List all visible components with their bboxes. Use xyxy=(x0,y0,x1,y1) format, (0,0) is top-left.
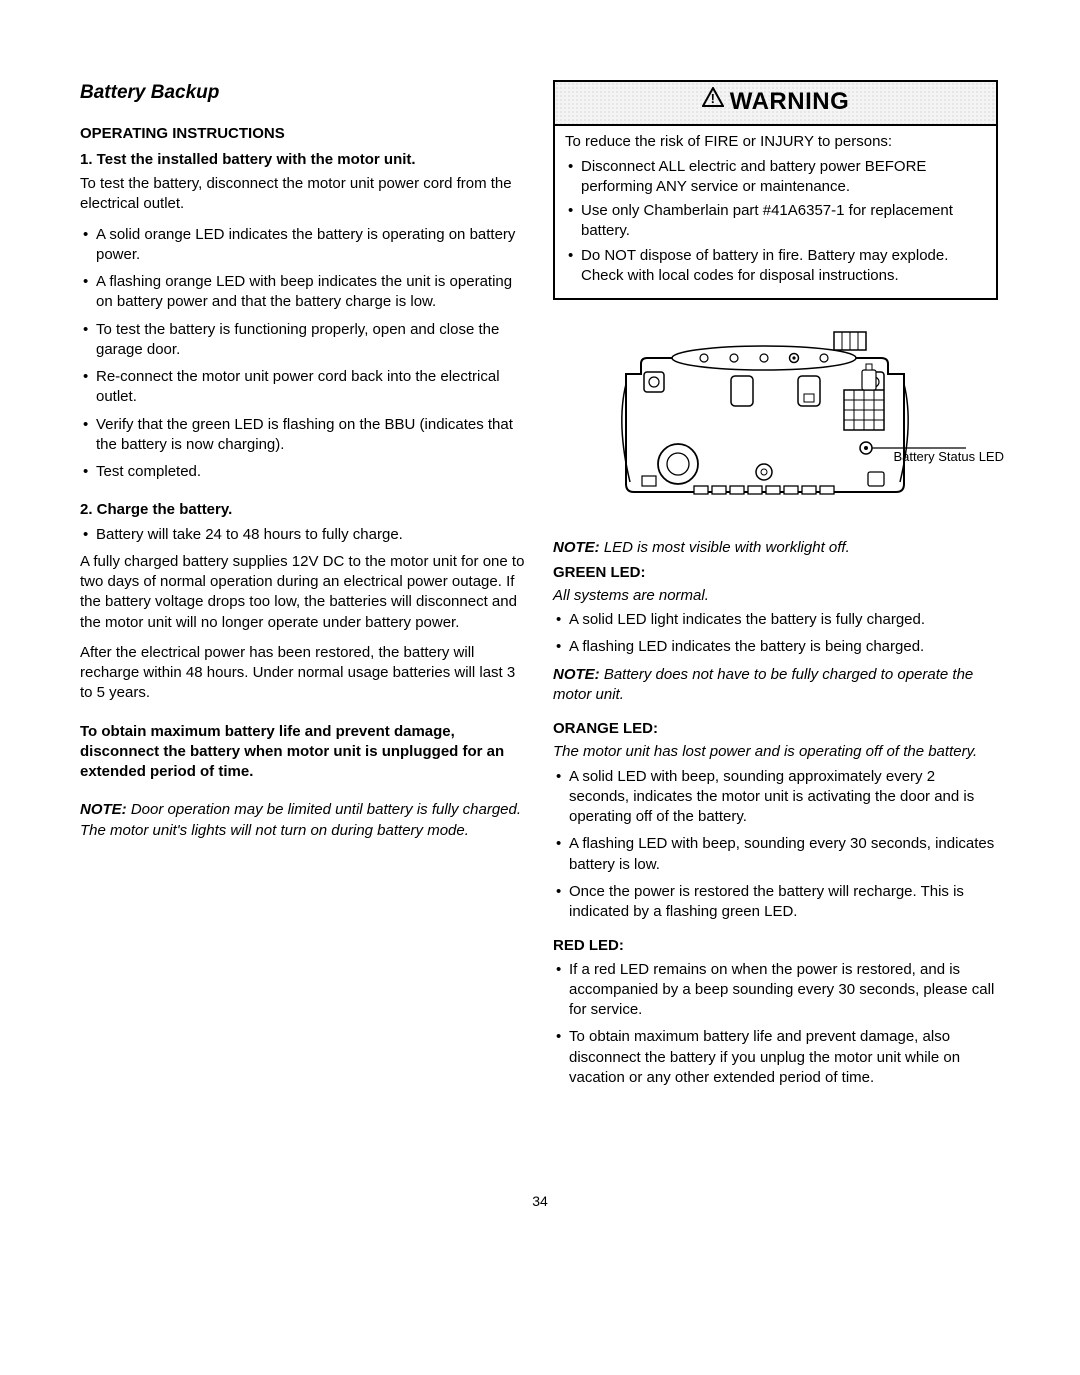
list-item: Once the power is restored the battery w… xyxy=(553,882,998,923)
note-visible: NOTE: LED is most visible with worklight… xyxy=(553,538,998,558)
warning-intro: To reduce the risk of FIRE or INJURY to … xyxy=(565,132,986,152)
warning-list: Disconnect ALL electric and battery powe… xyxy=(565,157,986,287)
motor-unit-diagram: Battery Status LED xyxy=(553,324,998,510)
list-item: A solid LED with beep, sounding approxim… xyxy=(553,767,998,828)
motor-unit-svg xyxy=(586,324,966,504)
step1-heading: 1. Test the installed battery with the m… xyxy=(80,150,525,170)
step1-list: A solid orange LED indicates the battery… xyxy=(80,225,525,483)
list-item: Re-connect the motor unit power cord bac… xyxy=(80,367,525,408)
green-led-list: A solid LED light indicates the battery … xyxy=(553,610,998,658)
page-number: 34 xyxy=(0,1192,1080,1211)
note-label: NOTE: xyxy=(553,666,600,683)
list-item: If a red LED remains on when the power i… xyxy=(553,960,998,1021)
charge-para-b: After the electrical power has been rest… xyxy=(80,643,525,704)
orange-led-list: A solid LED with beep, sounding approxim… xyxy=(553,767,998,923)
left-note: NOTE: Door operation may be limited unti… xyxy=(80,800,525,841)
orange-led-heading: ORANGE LED: xyxy=(553,719,998,739)
charge-para-a: A fully charged battery supplies 12V DC … xyxy=(80,552,525,633)
list-item: Battery will take 24 to 48 hours to full… xyxy=(80,525,525,545)
list-item: Do NOT dispose of battery in fire. Batte… xyxy=(565,246,986,287)
list-item: A solid LED light indicates the battery … xyxy=(553,610,998,630)
warning-body: To reduce the risk of FIRE or INJURY to … xyxy=(555,126,996,298)
step1-intro: To test the battery, disconnect the moto… xyxy=(80,174,525,215)
red-led-list: If a red LED remains on when the power i… xyxy=(553,960,998,1089)
list-item: Use only Chamberlain part #41A6357-1 for… xyxy=(565,201,986,242)
section-title: Battery Backup xyxy=(80,80,525,106)
page: Battery Backup OPERATING INSTRUCTIONS 1.… xyxy=(0,0,1080,1132)
right-column: ! WARNING To reduce the risk of FIRE or … xyxy=(553,80,998,1102)
warning-header: ! WARNING xyxy=(555,82,996,126)
list-item: Test completed. xyxy=(80,462,525,482)
note-text: Battery does not have to be fully charge… xyxy=(553,666,973,703)
step2-heading: 2. Charge the battery. xyxy=(80,500,525,520)
list-item: To obtain maximum battery life and preve… xyxy=(553,1027,998,1088)
note-label: NOTE: xyxy=(80,801,127,818)
red-led-heading: RED LED: xyxy=(553,936,998,956)
list-item: Verify that the green LED is flashing on… xyxy=(80,415,525,456)
list-item: Disconnect ALL electric and battery powe… xyxy=(565,157,986,198)
step2-list: Battery will take 24 to 48 hours to full… xyxy=(80,525,525,545)
svg-text:!: ! xyxy=(710,91,715,106)
note-text: Door operation may be limited until batt… xyxy=(80,801,521,838)
orange-led-sub: The motor unit has lost power and is ope… xyxy=(553,742,998,762)
note-label: NOTE: xyxy=(553,539,600,556)
list-item: A flashing LED indicates the battery is … xyxy=(553,637,998,657)
operating-instructions-heading: OPERATING INSTRUCTIONS xyxy=(80,124,525,144)
list-item: To test the battery is functioning prope… xyxy=(80,320,525,361)
note-charge: NOTE: Battery does not have to be fully … xyxy=(553,665,998,706)
warning-triangle-icon: ! xyxy=(702,84,724,116)
warning-title: WARNING xyxy=(730,88,850,115)
note-text: LED is most visible with worklight off. xyxy=(600,539,850,556)
list-item: A flashing orange LED with beep indicate… xyxy=(80,272,525,313)
list-item: A solid orange LED indicates the battery… xyxy=(80,225,525,266)
green-led-heading: GREEN LED: xyxy=(553,563,998,583)
green-led-sub: All systems are normal. xyxy=(553,586,998,606)
list-item: A flashing LED with beep, sounding every… xyxy=(553,834,998,875)
max-life-para: To obtain maximum battery life and preve… xyxy=(80,722,525,783)
diagram-led-label: Battery Status LED xyxy=(893,448,1004,466)
left-column: Battery Backup OPERATING INSTRUCTIONS 1.… xyxy=(80,80,525,1102)
warning-box: ! WARNING To reduce the risk of FIRE or … xyxy=(553,80,998,300)
